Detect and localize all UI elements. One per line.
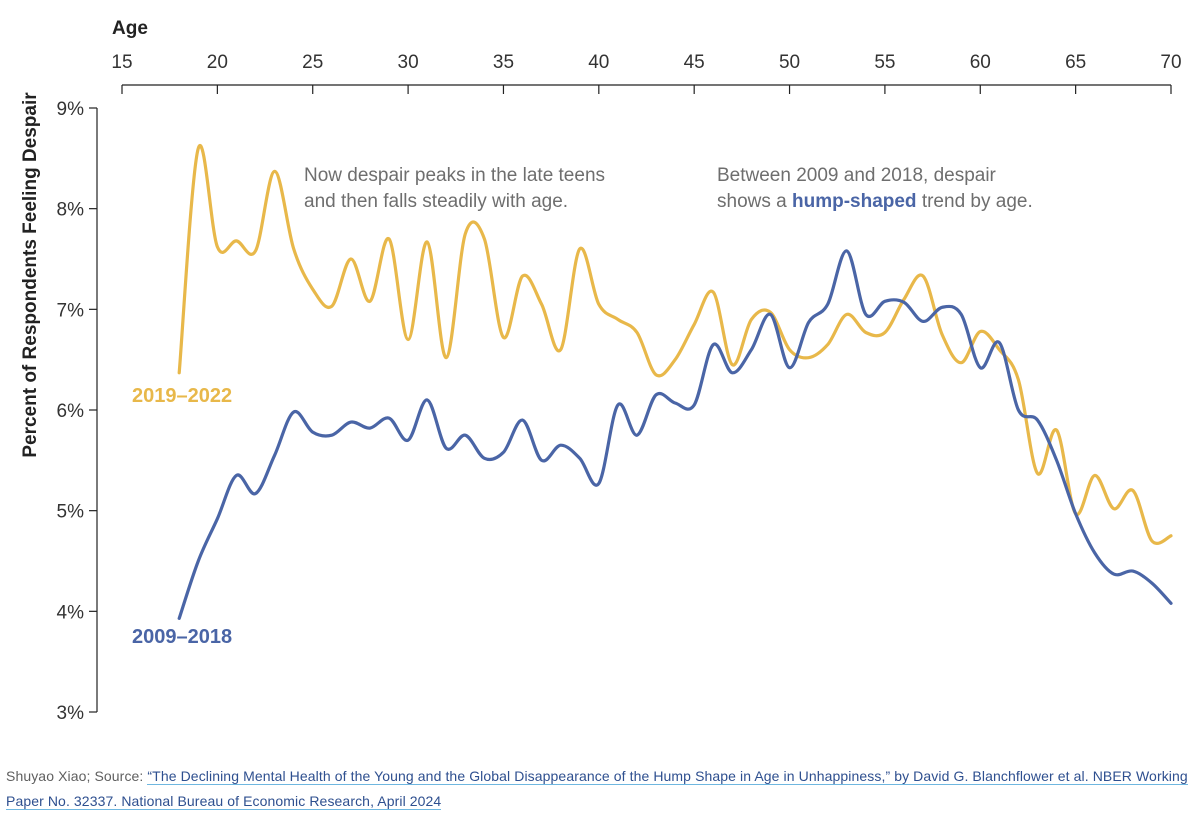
- x-tick-label: 20: [207, 52, 228, 73]
- y-tick-label: 4%: [57, 602, 85, 623]
- source-prefix: Shuyao Xiao; Source:: [6, 768, 148, 784]
- x-tick-label: 40: [588, 52, 609, 73]
- x-tick-label: 50: [779, 52, 800, 73]
- y-tick-label: 3%: [57, 703, 85, 724]
- x-tick-label: 60: [970, 52, 991, 73]
- source-link[interactable]: “The Declining Mental Health of the Youn…: [6, 768, 1188, 810]
- annotation-right-line2-suffix: trend by age.: [917, 191, 1033, 212]
- x-tick-label: 45: [684, 52, 705, 73]
- series-line-2009-2018: [177, 249, 1173, 620]
- x-tick-label: 65: [1065, 52, 1086, 73]
- series-label-2019-2022: 2019–2022: [132, 385, 232, 407]
- annotation-left-line1: Now despair peaks in the late teens: [304, 165, 605, 186]
- annotation-right-line2-prefix: shows a: [717, 191, 792, 212]
- x-tick-label: 55: [874, 52, 895, 73]
- x-tick-label: 15: [111, 52, 132, 73]
- y-axis-title: Percent of Respondents Feeling Despair: [20, 92, 41, 458]
- x-axis-title: Age: [112, 18, 148, 39]
- y-tick-label: 9%: [57, 99, 85, 120]
- annotation-right-line2: shows a hump-shaped trend by age.: [717, 191, 1033, 212]
- despair-by-age-chart: 15 20 25 30 35 40 45 50 55 60 65 70 Age 3% 4% 5% 6% 7% 8% 9…: [20, 18, 1182, 724]
- annotation-right-line1: Between 2009 and 2018, despair: [717, 165, 997, 186]
- x-tick-label: 35: [493, 52, 514, 73]
- y-tick-label: 7%: [57, 300, 85, 321]
- annotation-right-line2-bold: hump-shaped: [792, 191, 917, 212]
- annotation-left-line2: and then falls steadily with age.: [304, 191, 568, 212]
- x-tick-label: 30: [398, 52, 419, 73]
- x-tick-label: 25: [302, 52, 323, 73]
- x-tick-label: 70: [1160, 52, 1181, 73]
- y-tick-label: 8%: [57, 200, 85, 221]
- series-line-2019-2022: [177, 143, 1173, 545]
- source-credit: Shuyao Xiao; Source: “The Declining Ment…: [6, 764, 1196, 814]
- y-tick-label: 5%: [57, 502, 85, 523]
- series-label-2009-2018: 2009–2018: [132, 626, 232, 648]
- y-tick-label: 6%: [57, 401, 85, 422]
